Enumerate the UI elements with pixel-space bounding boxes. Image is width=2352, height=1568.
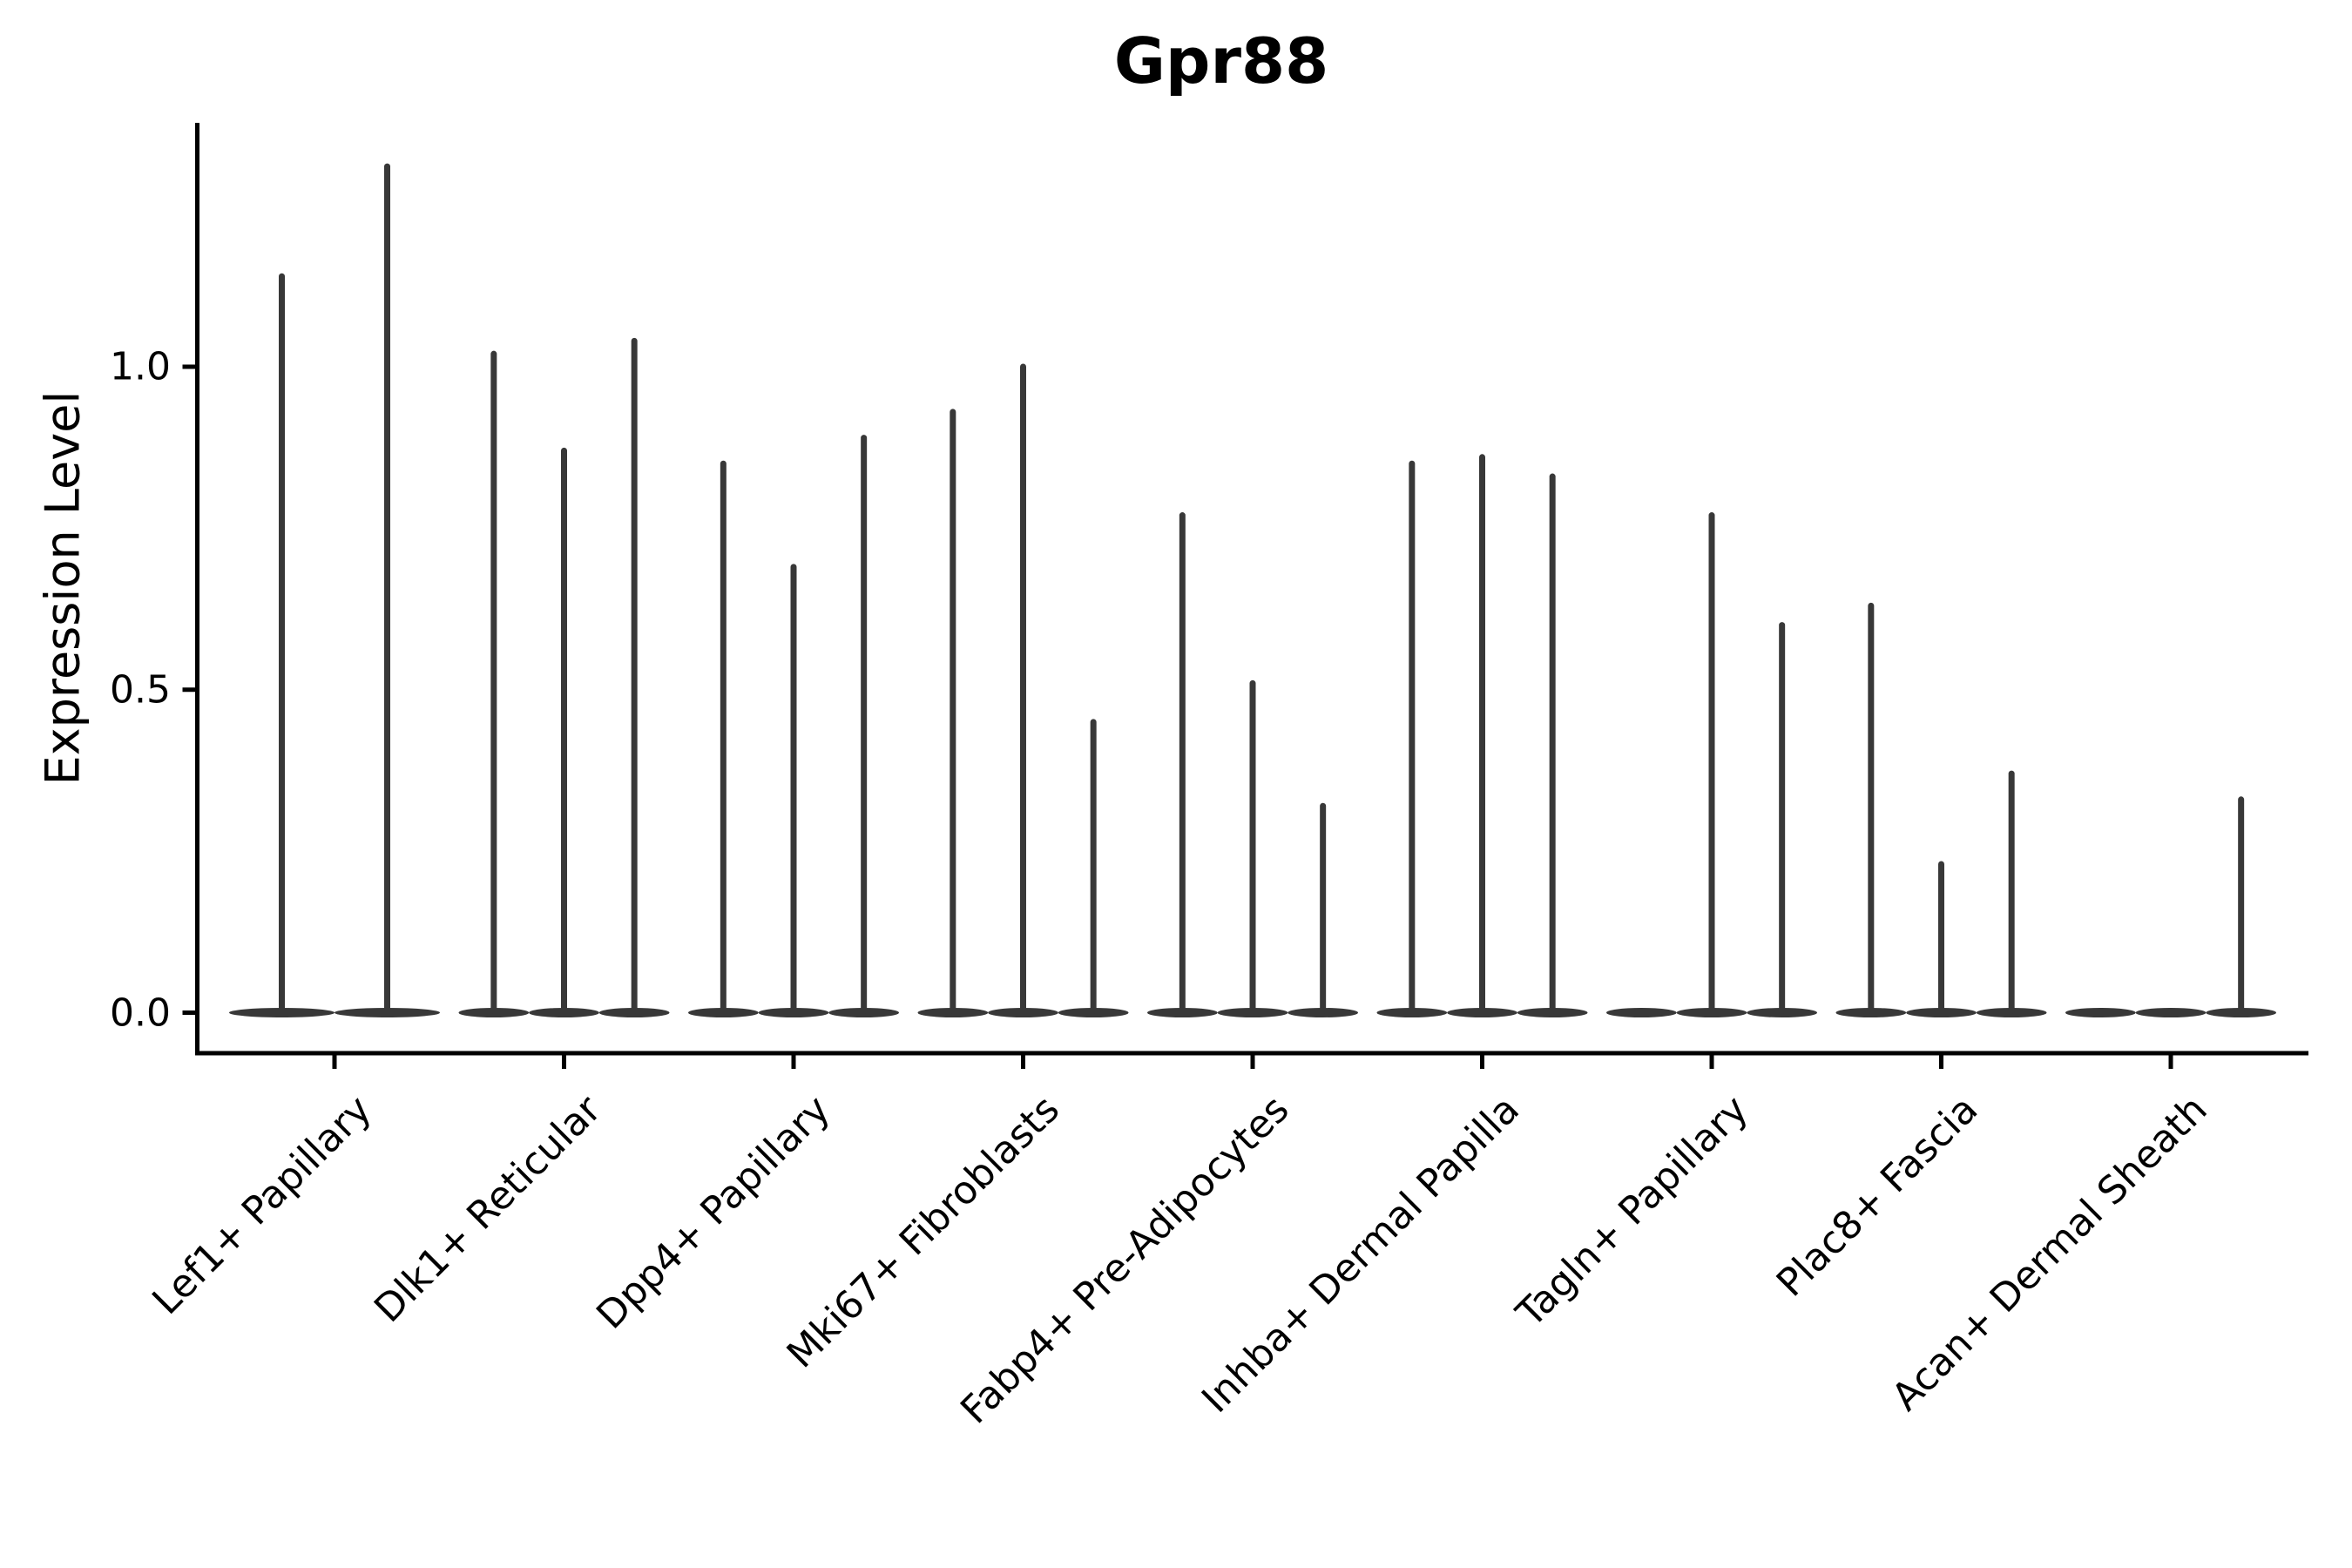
chart-title: Gpr88 [1113, 24, 1329, 98]
axis-ticks [182, 364, 2173, 1069]
y-tick-label: 0.5 [110, 667, 171, 713]
violins [229, 163, 2277, 1017]
y-tick-label: 1.0 [110, 344, 171, 389]
violin-body [2065, 1008, 2136, 1017]
violin-body [2135, 1008, 2207, 1017]
violin-body [1606, 1008, 1677, 1017]
y-tick-label: 0.0 [110, 990, 171, 1035]
